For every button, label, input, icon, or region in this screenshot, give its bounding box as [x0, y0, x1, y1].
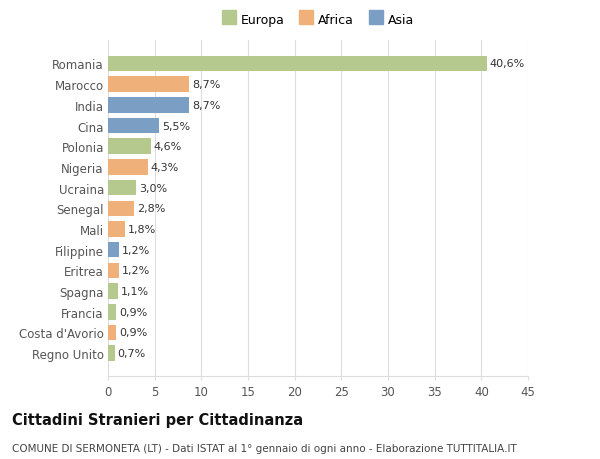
Text: 0,7%: 0,7% — [118, 348, 146, 358]
Bar — [108, 346, 115, 361]
Bar — [108, 160, 148, 175]
Text: 1,8%: 1,8% — [128, 224, 156, 235]
Text: Cittadini Stranieri per Cittadinanza: Cittadini Stranieri per Cittadinanza — [12, 413, 303, 428]
Text: 5,5%: 5,5% — [162, 121, 190, 131]
Text: COMUNE DI SERMONETA (LT) - Dati ISTAT al 1° gennaio di ogni anno - Elaborazione : COMUNE DI SERMONETA (LT) - Dati ISTAT al… — [12, 443, 517, 453]
Text: 8,7%: 8,7% — [192, 101, 220, 111]
Bar — [108, 242, 119, 258]
Bar — [108, 180, 136, 196]
Bar — [108, 139, 151, 155]
Legend: Europa, Africa, Asia: Europa, Africa, Asia — [222, 14, 414, 27]
Text: 4,6%: 4,6% — [154, 142, 182, 152]
Bar — [108, 98, 189, 113]
Bar — [108, 201, 134, 217]
Bar — [108, 263, 119, 279]
Text: 1,1%: 1,1% — [121, 286, 149, 297]
Text: 3,0%: 3,0% — [139, 183, 167, 193]
Text: 1,2%: 1,2% — [122, 266, 150, 276]
Bar — [108, 77, 189, 93]
Bar — [108, 304, 116, 320]
Bar — [108, 56, 487, 72]
Text: 1,2%: 1,2% — [122, 245, 150, 255]
Bar — [108, 284, 118, 299]
Bar — [108, 118, 160, 134]
Bar — [108, 325, 116, 341]
Text: 40,6%: 40,6% — [490, 59, 525, 69]
Text: 8,7%: 8,7% — [192, 80, 220, 90]
Text: 2,8%: 2,8% — [137, 204, 166, 214]
Bar — [108, 222, 125, 237]
Text: 0,9%: 0,9% — [119, 307, 148, 317]
Text: 0,9%: 0,9% — [119, 328, 148, 338]
Text: 4,3%: 4,3% — [151, 162, 179, 173]
